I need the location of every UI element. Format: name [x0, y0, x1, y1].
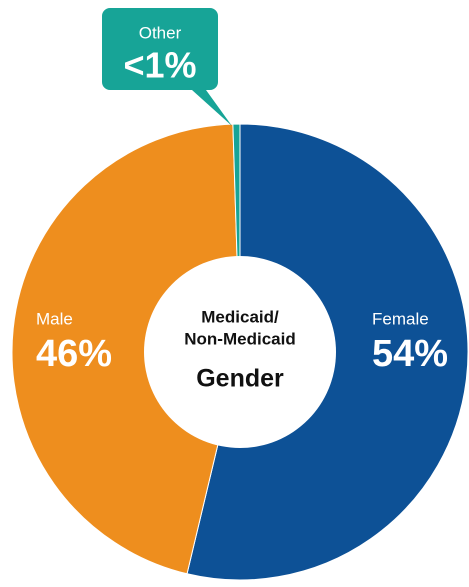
category-label: Other [139, 23, 182, 42]
category-label: Male [36, 309, 73, 328]
value-label: 54% [372, 333, 448, 375]
value-label: <1% [123, 45, 196, 86]
callout-box [102, 8, 232, 126]
chart-title: Gender [196, 365, 284, 393]
value-label: 46% [36, 333, 112, 375]
subtitle-line: Non-Medicaid [184, 329, 295, 348]
category-label: Female [372, 309, 429, 328]
subtitle-line: Medicaid/ [201, 307, 279, 326]
donut-hole [144, 256, 336, 448]
slice [11, 123, 241, 575]
